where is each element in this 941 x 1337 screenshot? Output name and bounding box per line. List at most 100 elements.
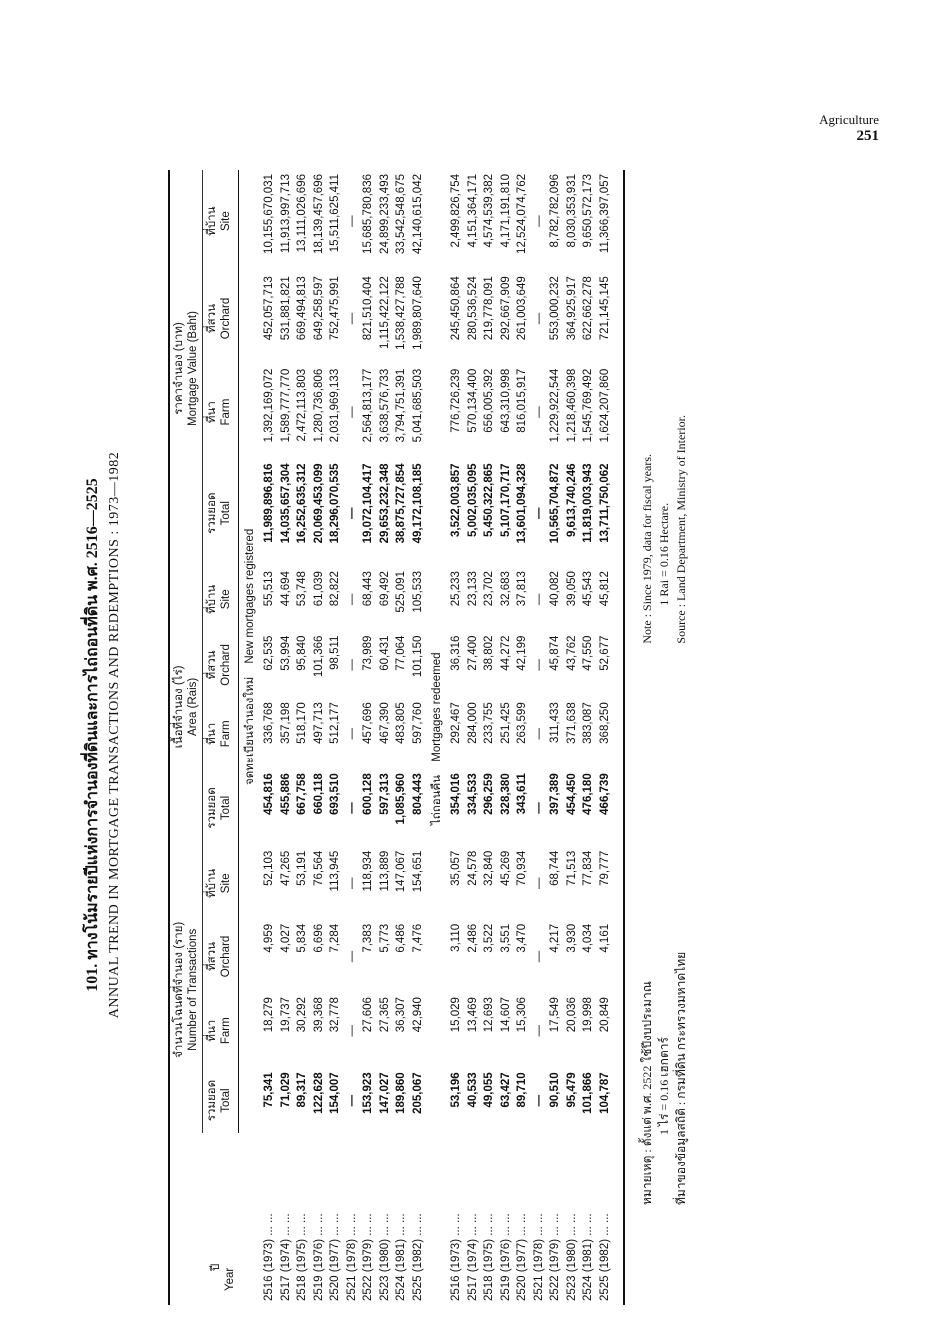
transactions-subheader-total: รวมยอด Total: [202, 1068, 239, 1133]
value-cell: 334,533: [466, 773, 479, 815]
area-header-thai: เนื้อที่จำนอง (ไร่): [173, 665, 185, 749]
value-cell: 1,218,460,398: [565, 368, 578, 443]
section-label-thai: ไถ่ถอนคืน: [431, 774, 443, 825]
value-cell: 20,069,453,099: [312, 463, 325, 544]
subheader-english: Site: [220, 211, 232, 232]
area-subheader-site: ที่บ้าน Site: [202, 567, 239, 632]
subheader-thai: ที่นา: [206, 722, 218, 745]
value-cell: 147,027: [378, 1072, 391, 1114]
value-cell: 5,450,322,865: [483, 463, 496, 537]
value-cell: 14,607: [499, 997, 512, 1033]
table-row: 2518 (1975) ... ... 89,317 30,292 5,834 53,1…: [294, 170, 311, 1305]
subheader-thai: ที่สวน: [206, 942, 218, 971]
bottom-rule-cell: [613, 170, 624, 1305]
value-cell: 18,296,070,535: [329, 463, 342, 544]
value-cell: 82,822: [329, 571, 342, 607]
subheader-thai: ที่นา: [206, 1019, 218, 1042]
value-header-thai: ราคาจำนอง (บาท): [173, 322, 185, 415]
table-row: 2517 (1974) ... ... 71,029 19,737 4,027 47,2…: [278, 170, 295, 1305]
value-cell: 27,365: [378, 997, 391, 1033]
value-cell: 76,564: [312, 850, 325, 886]
value-cell: 512,177: [329, 702, 342, 744]
value-cell: 649,258,597: [312, 276, 325, 341]
value-header-english: Mortgage Value (Baht): [187, 311, 199, 426]
value-cell: 77,834: [582, 850, 595, 886]
value-cell: 280,536,524: [466, 276, 479, 341]
value-cell: 42,199: [516, 635, 529, 671]
value-cell: 17,549: [549, 997, 562, 1033]
area-header: เนื้อที่จำนอง (ไร่) Area (Rais): [169, 567, 203, 847]
year-header: ปี Year: [169, 1132, 239, 1305]
value-cell: 89,317: [296, 1072, 309, 1108]
value-cell: 597,313: [378, 773, 391, 815]
section-label-english: New mortgages registered: [244, 528, 256, 664]
value-cell: 292,667,909: [499, 276, 512, 341]
value-cell: 5,002,035,095: [466, 463, 479, 537]
value-cell: 452,057,713: [263, 276, 276, 341]
section-label-english: Mortgages redeemed: [431, 652, 443, 762]
table-row: 2519 (1976) ... ... 122,628 39,368 6,696 76,…: [311, 170, 328, 1305]
value-cell: 656,005,392: [483, 368, 496, 433]
value-cell: 62,535: [263, 635, 276, 671]
value-cell: 1,538,427,788: [395, 276, 408, 350]
value-cell: 39,050: [565, 571, 578, 607]
rai-conversion-thai: 1 ไร่ = 0.16 เฮกตาร์: [657, 1037, 671, 1135]
subheader-thai: รวมยอด: [206, 1079, 218, 1122]
value-cell: 25,233: [450, 571, 463, 607]
value-cell: —: [532, 659, 545, 671]
value-cell: 251,425: [499, 702, 512, 744]
year-header-english: Year: [223, 1267, 236, 1291]
value-cell: 101,366: [312, 635, 325, 678]
value-cell: 13,111,026,696: [296, 174, 309, 253]
value-cell: 36,307: [395, 997, 408, 1033]
value-cell: 36,316: [450, 635, 463, 671]
value-cell: —: [532, 312, 545, 325]
subheader-thai: ที่บ้าน: [206, 868, 218, 898]
value-cell: 1,085,960: [395, 773, 408, 825]
page-number: 251: [856, 128, 880, 144]
value-cell: 53,191: [296, 850, 309, 886]
value-cell: 39,368: [312, 997, 325, 1033]
value-cell: 9,650,572,173: [582, 174, 595, 248]
year-cell: 2522 (1979) ... ...: [549, 1213, 562, 1301]
area-subheader-farm: ที่นา Farm: [202, 698, 239, 770]
value-cell: 454,450: [565, 773, 578, 815]
value-cell: 53,748: [296, 571, 309, 607]
value-cell: 1,589,777,770: [279, 368, 292, 443]
value-cell: 30,292: [296, 997, 309, 1033]
value-cell: 45,543: [582, 571, 595, 607]
value-subheader-site: ที่บ้าน Site: [202, 170, 239, 273]
value-cell: 816,015,917: [516, 368, 529, 433]
value-cell: 15,685,780,836: [362, 174, 375, 254]
area-subheader-total: รวมยอด Total: [202, 769, 239, 847]
value-cell: —: [532, 593, 545, 606]
year-cell: 2522 (1979) ... ...: [362, 1213, 375, 1301]
value-cell: 364,925,917: [565, 276, 578, 341]
value-cell: 454,816: [263, 773, 276, 815]
value-cell: 15,511,625,411: [329, 174, 342, 253]
value-cell: 18,279: [263, 997, 276, 1033]
value-subheader-farm: ที่นา Farm: [202, 364, 239, 460]
value-cell: 27,606: [362, 997, 375, 1033]
value-cell: —: [345, 312, 358, 325]
value-cell: 3,551: [499, 923, 512, 953]
source-english: Source : Land Department, Ministry of In…: [674, 415, 688, 644]
value-cell: 518,170: [296, 702, 309, 744]
transactions-header-thai: จำนวนโฉนดที่จำนอง (ราย): [173, 921, 185, 1058]
value-cell: 525,091: [395, 571, 408, 613]
value-cell: 52,103: [263, 850, 276, 886]
value-cell: 60,431: [378, 635, 391, 671]
value-cell: 6,486: [395, 923, 408, 953]
value-cell: —: [345, 877, 358, 890]
year-cell: 2523 (1980) ... ...: [565, 1213, 578, 1301]
value-cell: 466,739: [598, 773, 611, 815]
table-row: 2525 (1982) ... ... 205,067 42,940 7,476 154…: [410, 170, 427, 1305]
year-header-thai: ปี: [209, 1263, 222, 1271]
value-cell: 1,624,207,860: [598, 368, 611, 443]
value-cell: 752,475,991: [329, 276, 342, 341]
value-cell: 40,533: [466, 1072, 479, 1108]
table-row: 2525 (1982) ... ... 104,787 20,849 4,161 79,…: [597, 170, 614, 1305]
year-cell: 2525 (1982) ... ...: [411, 1213, 424, 1301]
value-cell: 35,057: [450, 850, 463, 886]
year-cell: 2521 (1978) ... ...: [345, 1213, 358, 1301]
